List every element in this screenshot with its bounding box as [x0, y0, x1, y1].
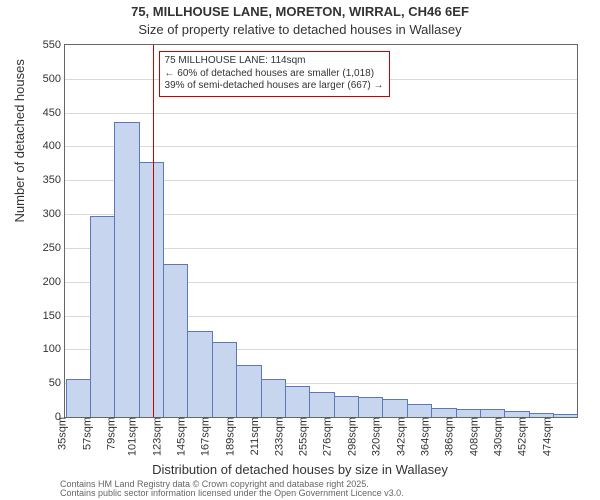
- x-tick-label: 79sqm: [101, 417, 117, 450]
- x-tick-label: 364sqm: [415, 417, 431, 456]
- histogram-bar: [90, 216, 115, 417]
- histogram-bar: [114, 122, 139, 417]
- histogram-bar: [456, 409, 481, 417]
- histogram-bar: [163, 264, 188, 417]
- x-tick-label: 233sqm: [269, 417, 285, 456]
- histogram-bar: [382, 399, 407, 417]
- histogram-bar: [480, 409, 505, 417]
- y-tick-label: 100: [43, 343, 61, 355]
- x-tick-label: 276sqm: [318, 417, 334, 456]
- marker-callout: 75 MILLHOUSE LANE: 114sqm← 60% of detach…: [159, 51, 390, 97]
- histogram-bar: [139, 162, 164, 417]
- x-tick-label: 101sqm: [123, 417, 139, 456]
- x-tick-label: 430sqm: [488, 417, 504, 456]
- x-tick-label: 320sqm: [367, 417, 383, 456]
- chart-footnote: Contains HM Land Registry data © Crown c…: [60, 480, 404, 499]
- x-tick-label: 35sqm: [53, 417, 69, 450]
- callout-line: 39% of semi-detached houses are larger (…: [165, 80, 384, 93]
- y-tick-label: 50: [49, 377, 61, 389]
- gridline: [65, 113, 577, 114]
- x-tick-label: 452sqm: [513, 417, 529, 456]
- x-tick-label: 123sqm: [147, 417, 163, 456]
- x-tick-label: 408sqm: [464, 417, 480, 456]
- x-tick-label: 255sqm: [293, 417, 309, 456]
- chart-title: 75, MILLHOUSE LANE, MORETON, WIRRAL, CH4…: [0, 4, 600, 19]
- histogram-bar: [334, 396, 359, 417]
- histogram-bar: [261, 379, 286, 417]
- x-tick-label: 298sqm: [342, 417, 358, 456]
- histogram-bar: [309, 392, 334, 417]
- marker-line: [153, 45, 154, 417]
- y-tick-label: 400: [43, 140, 61, 152]
- chart-container: { "title": "75, MILLHOUSE LANE, MORETON,…: [0, 0, 600, 500]
- x-tick-label: 57sqm: [77, 417, 93, 450]
- chart-subtitle: Size of property relative to detached ho…: [0, 22, 600, 37]
- y-tick-label: 350: [43, 174, 61, 186]
- x-tick-label: 167sqm: [196, 417, 212, 456]
- x-tick-label: 342sqm: [391, 417, 407, 456]
- histogram-bar: [431, 408, 456, 417]
- histogram-bar: [407, 404, 432, 417]
- y-tick-label: 500: [43, 73, 61, 85]
- y-tick-label: 250: [43, 242, 61, 254]
- y-tick-label: 550: [43, 39, 61, 51]
- y-tick-label: 150: [43, 310, 61, 322]
- histogram-bar: [285, 386, 310, 417]
- histogram-bar: [187, 331, 212, 417]
- x-tick-label: 189sqm: [220, 417, 236, 456]
- y-tick-label: 450: [43, 107, 61, 119]
- y-tick-label: 300: [43, 208, 61, 220]
- x-tick-label: 474sqm: [537, 417, 553, 456]
- histogram-bar: [358, 397, 383, 417]
- callout-line: 75 MILLHOUSE LANE: 114sqm: [165, 55, 384, 68]
- histogram-bar: [553, 414, 578, 417]
- gridline: [65, 146, 577, 147]
- y-axis-label: Number of detached houses: [12, 59, 27, 222]
- plot-area: 05010015020025030035040045050055035sqm57…: [64, 44, 578, 418]
- histogram-bar: [236, 365, 261, 417]
- callout-line: ← 60% of detached houses are smaller (1,…: [165, 68, 384, 81]
- histogram-bar: [66, 379, 91, 417]
- histogram-bar: [212, 342, 237, 417]
- y-tick-label: 200: [43, 276, 61, 288]
- x-tick-label: 145sqm: [172, 417, 188, 456]
- x-axis-label: Distribution of detached houses by size …: [0, 462, 600, 477]
- x-tick-label: 386sqm: [440, 417, 456, 456]
- x-tick-label: 211sqm: [245, 417, 261, 455]
